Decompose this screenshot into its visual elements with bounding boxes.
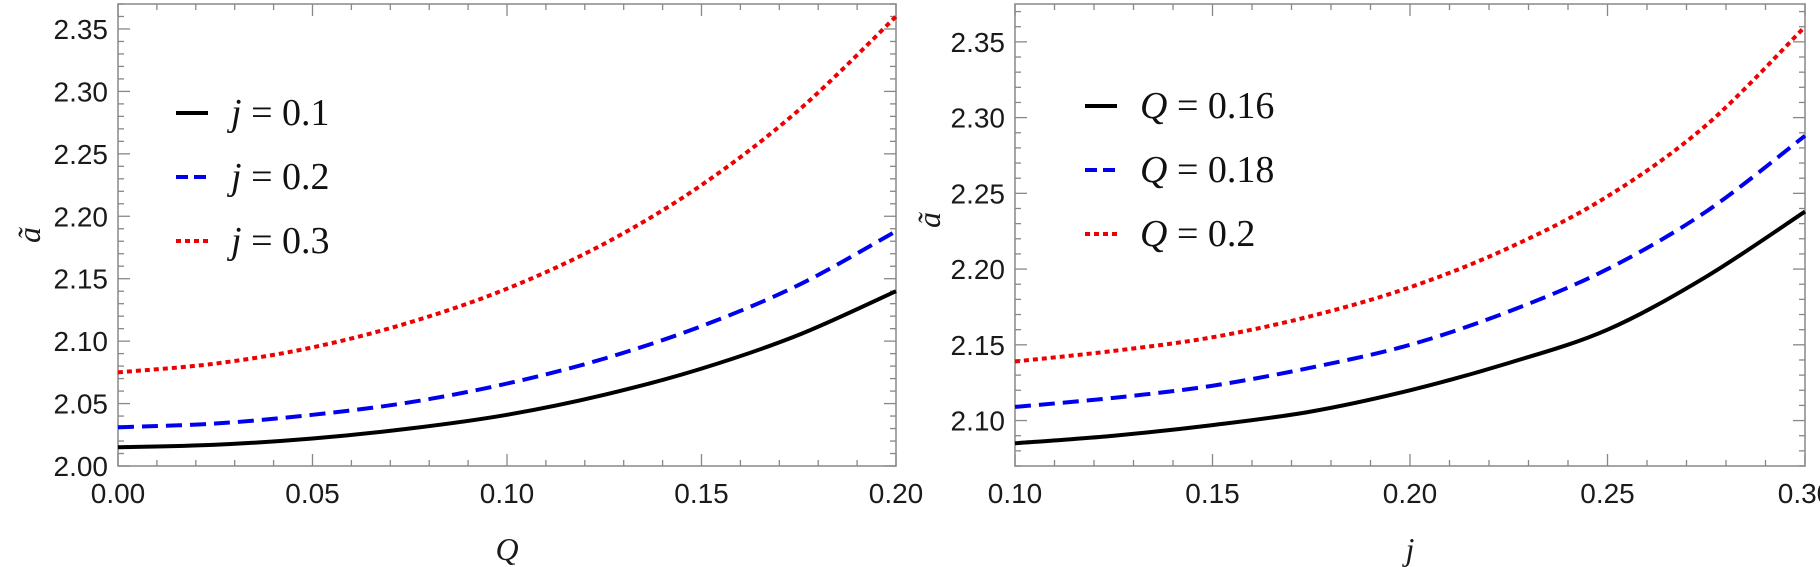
y-tick-label: 2.10 <box>54 326 109 357</box>
legend-value: = 0.2 <box>242 156 330 198</box>
legend-entry: j = 0.1 <box>226 92 330 134</box>
y-axis-title: ã <box>11 227 47 243</box>
series-line <box>1014 209 1807 446</box>
legend-var: j <box>226 156 242 198</box>
y-tick-label: 2.35 <box>951 27 1006 58</box>
legend-entry: Q = 0.2 <box>1140 213 1255 255</box>
y-tick-label: 2.30 <box>54 76 109 107</box>
y-tick-label: 2.00 <box>54 451 109 482</box>
left-panel: 0.00 0.05 0.10 0.15 0.20 2.00 2.05 2.10 2.15 2.20… <box>11 3 924 567</box>
legend-var: Q <box>1140 85 1167 127</box>
x-tick-label: 0.15 <box>1185 478 1240 509</box>
legend: j = 0.1j = 0.2j = 0.3 <box>176 92 330 262</box>
series-line <box>1014 134 1807 409</box>
x-tick-label: 0.10 <box>988 478 1043 509</box>
x-tick-label: 0.05 <box>285 478 340 509</box>
x-tick-label: 0.10 <box>480 478 535 509</box>
x-axis-title: Q <box>495 531 518 567</box>
y-tick-label: 2.05 <box>54 389 109 420</box>
legend-entry: Q = 0.16 <box>1140 85 1274 127</box>
legend-var: j <box>226 220 242 262</box>
series-line <box>1014 25 1807 364</box>
x-tick-label: 0.20 <box>1383 478 1438 509</box>
y-tick-label: 2.20 <box>54 201 109 232</box>
legend-entry: j = 0.2 <box>226 156 330 198</box>
series-line <box>117 289 897 450</box>
x-axis-title: j <box>1402 531 1415 567</box>
right-panel: 0.10 0.15 0.20 0.25 0.30 2.10 2.15 2.20 2.25 2.30… <box>911 3 1820 567</box>
y-tick-label: 2.15 <box>951 330 1006 361</box>
y-axis-title: ã <box>911 212 947 228</box>
y-tick-label: 2.35 <box>54 14 109 45</box>
legend-var: Q <box>1140 149 1167 191</box>
series-line <box>117 15 898 375</box>
legend-entry: Q = 0.18 <box>1140 149 1274 191</box>
x-tick-label: 0.15 <box>674 478 729 509</box>
y-tick-label: 2.25 <box>54 139 109 170</box>
y-tick-label: 2.25 <box>951 178 1006 209</box>
plot-frame <box>1014 3 1806 467</box>
x-tick-label: 0.30 <box>1778 478 1820 509</box>
legend: Q = 0.16Q = 0.18Q = 0.2 <box>1085 85 1274 255</box>
legend-var: Q <box>1140 213 1167 255</box>
y-tick-label: 2.15 <box>54 264 109 295</box>
x-tick-label: 0.25 <box>1580 478 1635 509</box>
legend-entry: j = 0.3 <box>226 220 330 262</box>
x-tick-label: 0.00 <box>91 478 146 509</box>
legend-value: = 0.1 <box>242 92 330 134</box>
legend-value: = 0.18 <box>1167 149 1274 191</box>
legend-value: = 0.2 <box>1167 213 1255 255</box>
y-tick-label: 2.30 <box>951 103 1006 134</box>
legend-value: = 0.16 <box>1167 85 1274 127</box>
series-line <box>117 229 897 430</box>
x-tick-label: 0.20 <box>869 478 924 509</box>
y-tick-label: 2.20 <box>951 254 1006 285</box>
legend-value: = 0.3 <box>242 220 330 262</box>
legend-var: j <box>226 92 242 134</box>
y-tick-label: 2.10 <box>951 406 1006 437</box>
